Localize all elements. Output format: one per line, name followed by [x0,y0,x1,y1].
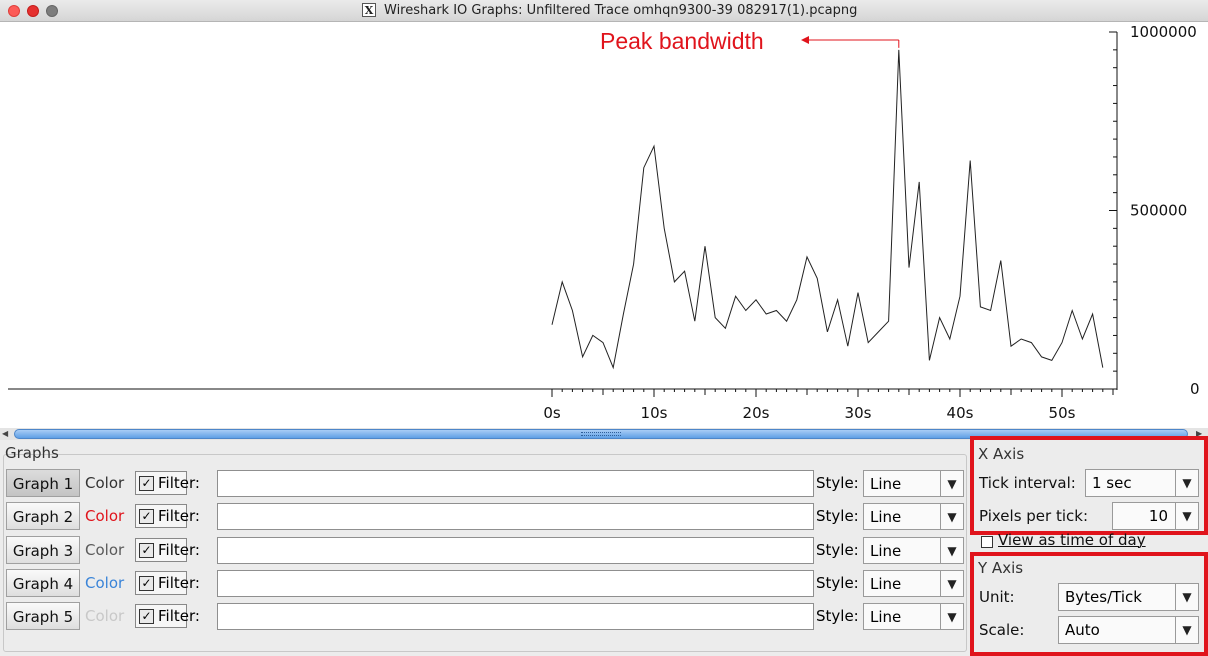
style-label: Style: [816,474,859,492]
style-value: Line [870,608,902,626]
x-tick-label: 50s [1049,404,1076,422]
time-of-day-checkbox[interactable] [981,536,993,548]
pixels-per-tick-value: 10 [1148,507,1168,525]
graph-toggle-button[interactable]: Graph 5 [6,602,80,630]
chevron-down-icon: ▼ [940,471,963,496]
graph-toggle-button[interactable]: Graph 3 [6,536,80,564]
series-line-graph-1 [551,49,1104,370]
y-tick-label: 1000000 [1130,23,1197,41]
io-graph-plot[interactable]: 0s 10s 20s 30s 40s 50s 1000000 500000 0 Peak ba… [0,22,1208,428]
style-value: Line [870,575,902,593]
x-tick-label: 30s [845,404,872,422]
scale-label: Scale: [979,621,1025,639]
filter-input[interactable] [217,503,814,530]
x-tick-label: 0s [543,404,561,422]
x11-app-icon: X [362,3,376,17]
title-bar: X Wireshark IO Graphs: Unfiltered Trace … [0,0,1208,22]
filter-label: Filter: [158,507,200,525]
style-label: Style: [816,507,859,525]
y-tick-label: 0 [1190,380,1200,398]
unit-value: Bytes/Tick [1065,588,1142,606]
filter-toggle[interactable]: ✓ Filter: [135,504,200,528]
time-of-day-label: View as time of day [998,531,1146,549]
tick-interval-select[interactable]: 1 sec ▼ [1085,469,1199,497]
scrollbar-thumb[interactable] [14,429,1188,439]
chevron-down-icon: ▼ [1175,503,1198,529]
graph-toggle-button[interactable]: Graph 2 [6,502,80,530]
style-select[interactable]: Line ▼ [863,470,964,497]
style-select[interactable]: Line ▼ [863,570,964,597]
filter-label: Filter: [158,574,200,592]
filter-toggle[interactable]: ✓ Filter: [135,471,200,495]
filter-input[interactable] [217,603,814,630]
chevron-down-icon: ▼ [1175,617,1198,643]
chevron-down-icon: ▼ [940,504,963,529]
pixels-per-tick-label: Pixels per tick: [979,507,1088,525]
graph-toggle-button[interactable]: Graph 4 [6,569,80,597]
filter-toggle[interactable]: ✓ Filter: [135,571,200,595]
checkbox-icon: ✓ [139,543,154,558]
horizontal-scrollbar[interactable]: ◀ ▶ [0,428,1208,440]
style-select[interactable]: Line ▼ [863,537,964,564]
checkbox-icon: ✓ [139,476,154,491]
scale-value: Auto [1065,621,1100,639]
graph-color-label[interactable]: Color [85,474,125,492]
style-label: Style: [816,541,859,559]
chevron-down-icon: ▼ [940,571,963,596]
checkbox-icon: ✓ [139,609,154,624]
filter-input[interactable] [217,570,814,597]
chevron-down-icon: ▼ [940,604,963,629]
y-axis-highlight-box [970,552,1208,656]
filter-label: Filter: [158,541,200,559]
graph-color-label[interactable]: Color [85,607,125,625]
close-window-button[interactable] [8,5,20,17]
minimize-window-button[interactable] [27,5,39,17]
pixels-per-tick-select[interactable]: 10 ▼ [1112,502,1199,530]
filter-input[interactable] [217,470,814,497]
controls-panel: Graphs Graph 1 Color ✓ Filter: Style: Line ▼ Gr… [0,436,1208,656]
chevron-down-icon: ▼ [940,538,963,563]
graph-color-label[interactable]: Color [85,507,125,525]
checkbox-icon: ✓ [139,576,154,591]
x-tick-label: 40s [947,404,974,422]
checkbox-icon: ✓ [139,509,154,524]
y-axis-section-title: Y Axis [978,559,1024,577]
tick-interval-label: Tick interval: [979,474,1076,492]
style-value: Line [870,475,902,493]
filter-label: Filter: [158,474,200,492]
chevron-down-icon: ▼ [1175,584,1198,610]
y-tick-label: 500000 [1130,202,1187,220]
window-title: Wireshark IO Graphs: Unfiltered Trace om… [384,3,858,18]
annotation-peak-bandwidth: Peak bandwidth [600,28,764,54]
style-label: Style: [816,574,859,592]
style-select[interactable]: Line ▼ [863,603,964,630]
filter-input[interactable] [217,537,814,564]
graph-toggle-button[interactable]: Graph 1 [6,469,80,497]
tick-interval-value: 1 sec [1092,474,1132,492]
graphs-section-title: Graphs [5,444,59,462]
chevron-down-icon: ▼ [1175,470,1198,496]
unit-label: Unit: [979,588,1015,606]
x-tick-label: 20s [743,404,770,422]
style-label: Style: [816,607,859,625]
x-axis-section-title: X Axis [978,445,1025,463]
filter-toggle[interactable]: ✓ Filter: [135,538,200,562]
maximize-window-button[interactable] [46,5,58,17]
graph-color-label[interactable]: Color [85,574,125,592]
scroll-right-arrow-icon[interactable]: ▶ [1196,429,1203,438]
x-axis-highlight-box [970,436,1208,535]
style-select[interactable]: Line ▼ [863,503,964,530]
filter-label: Filter: [158,607,200,625]
graph-color-label[interactable]: Color [85,541,125,559]
io-graph-chart: 0s 10s 20s 30s 40s 50s 1000000 500000 0 Peak ba… [8,23,1200,422]
graphs-group-frame [3,454,967,652]
unit-select[interactable]: Bytes/Tick ▼ [1058,583,1199,611]
style-value: Line [870,542,902,560]
scroll-left-arrow-icon[interactable]: ◀ [2,429,9,438]
scrollbar-grip [581,432,621,436]
style-value: Line [870,508,902,526]
filter-toggle[interactable]: ✓ Filter: [135,604,200,628]
x-tick-label: 10s [641,404,668,422]
scale-select[interactable]: Auto ▼ [1058,616,1199,644]
